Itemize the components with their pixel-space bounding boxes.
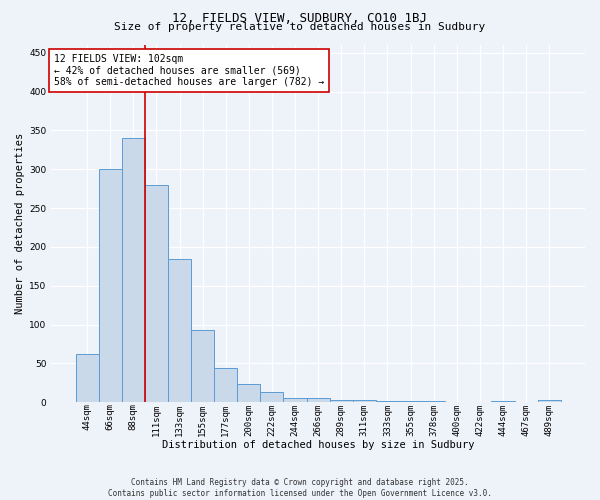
Bar <box>191 330 214 402</box>
Bar <box>329 400 353 402</box>
Bar <box>491 400 515 402</box>
Bar <box>168 258 191 402</box>
Bar <box>283 398 307 402</box>
Bar <box>122 138 145 402</box>
Bar <box>260 392 283 402</box>
Bar <box>214 368 237 402</box>
Bar <box>307 398 329 402</box>
Bar <box>98 169 122 402</box>
Text: Contains HM Land Registry data © Crown copyright and database right 2025.
Contai: Contains HM Land Registry data © Crown c… <box>108 478 492 498</box>
Bar <box>76 354 98 402</box>
Bar <box>353 400 376 402</box>
Bar <box>237 384 260 402</box>
Text: 12, FIELDS VIEW, SUDBURY, CO10 1BJ: 12, FIELDS VIEW, SUDBURY, CO10 1BJ <box>173 12 427 26</box>
Text: 12 FIELDS VIEW: 102sqm
← 42% of detached houses are smaller (569)
58% of semi-de: 12 FIELDS VIEW: 102sqm ← 42% of detached… <box>54 54 324 87</box>
Bar <box>145 185 168 402</box>
Bar <box>538 400 561 402</box>
X-axis label: Distribution of detached houses by size in Sudbury: Distribution of detached houses by size … <box>162 440 475 450</box>
Y-axis label: Number of detached properties: Number of detached properties <box>15 133 25 314</box>
Text: Size of property relative to detached houses in Sudbury: Size of property relative to detached ho… <box>115 22 485 32</box>
